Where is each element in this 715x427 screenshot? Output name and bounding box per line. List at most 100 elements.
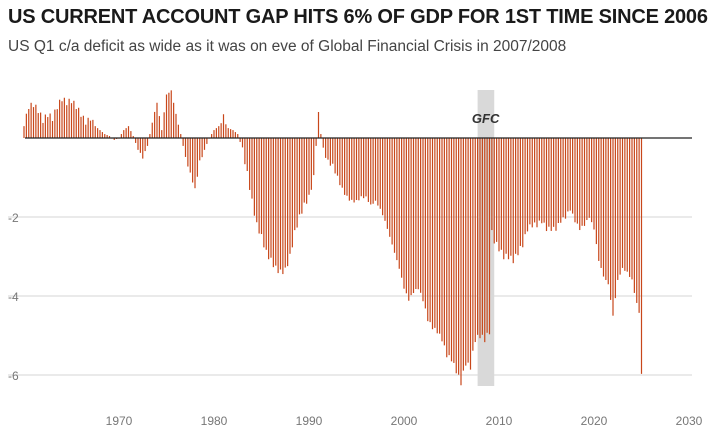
bar [163, 112, 165, 138]
bar [510, 138, 512, 256]
bar [87, 117, 89, 138]
bar [132, 136, 134, 138]
bar [548, 138, 550, 227]
bar [612, 138, 614, 316]
bar [453, 138, 455, 363]
bars [23, 90, 643, 386]
bar [341, 138, 343, 188]
bar [287, 138, 289, 267]
bar [538, 138, 540, 221]
bar [70, 103, 73, 138]
bar [154, 111, 156, 138]
bar [626, 138, 628, 272]
bar [581, 138, 583, 226]
bar [424, 138, 426, 309]
bar [493, 138, 495, 244]
bar [161, 130, 163, 138]
y-axis-labels: -2 -4 -6 [8, 211, 19, 383]
bar [101, 132, 103, 138]
bar [488, 138, 491, 335]
bar [170, 90, 172, 138]
bar [579, 138, 581, 231]
bar [605, 138, 607, 280]
bar [256, 138, 258, 223]
bar [192, 138, 194, 183]
bar [591, 138, 593, 223]
bar [211, 134, 213, 138]
bar [633, 138, 635, 293]
bar [258, 138, 260, 234]
bar [44, 114, 46, 138]
bar [517, 138, 519, 256]
bar [460, 138, 462, 386]
bar [593, 138, 595, 230]
bar [574, 138, 576, 223]
bar [543, 138, 545, 223]
chart-subtitle: US Q1 c/a deficit as wide as it was on e… [8, 38, 567, 55]
bar [206, 138, 208, 144]
bar [586, 138, 588, 221]
bar [336, 138, 339, 176]
bar [496, 138, 498, 242]
bar [389, 138, 391, 237]
bar [636, 138, 638, 303]
bar [137, 138, 139, 150]
bar [455, 138, 457, 374]
bar [301, 138, 303, 214]
bar [422, 138, 424, 302]
bar [417, 138, 419, 290]
bar [215, 128, 217, 139]
bar [99, 130, 101, 138]
bar [253, 138, 255, 216]
bar [472, 138, 474, 351]
bar [291, 138, 293, 248]
bar [507, 138, 510, 260]
bar [120, 134, 122, 138]
bar [477, 138, 479, 335]
bar [325, 138, 327, 158]
bar [600, 138, 602, 268]
gridlines [8, 216, 692, 376]
bar [175, 113, 177, 138]
bar [384, 138, 386, 221]
bar [334, 138, 336, 174]
bar [443, 138, 445, 346]
bar [180, 134, 182, 138]
bar [92, 119, 94, 138]
bar [237, 134, 239, 138]
bar [374, 138, 377, 201]
bar [524, 138, 526, 235]
bar [239, 138, 241, 142]
bar [82, 115, 84, 138]
bar [272, 138, 274, 268]
bar [189, 138, 191, 173]
bar [355, 138, 358, 201]
bar [322, 138, 324, 148]
bar [196, 138, 198, 177]
bar [560, 138, 562, 223]
bar [564, 138, 567, 219]
bar [249, 138, 251, 190]
bar [284, 138, 286, 268]
bar [313, 138, 315, 176]
bar [617, 138, 619, 280]
bar [80, 116, 82, 138]
bar [63, 97, 65, 138]
bar [23, 126, 25, 138]
bar [610, 138, 612, 300]
x-tick-label: 2000 [391, 414, 418, 427]
bar [260, 138, 263, 235]
bar [344, 138, 346, 195]
bar [123, 130, 125, 138]
bar [367, 138, 369, 202]
bar [607, 138, 609, 285]
bar [505, 138, 507, 254]
bar [519, 138, 521, 246]
bar [360, 138, 362, 197]
bar [619, 138, 621, 275]
bar [541, 138, 543, 224]
bar [73, 100, 75, 138]
bar [56, 109, 58, 138]
x-tick-label: 2030 [676, 414, 703, 427]
bar [227, 128, 229, 139]
